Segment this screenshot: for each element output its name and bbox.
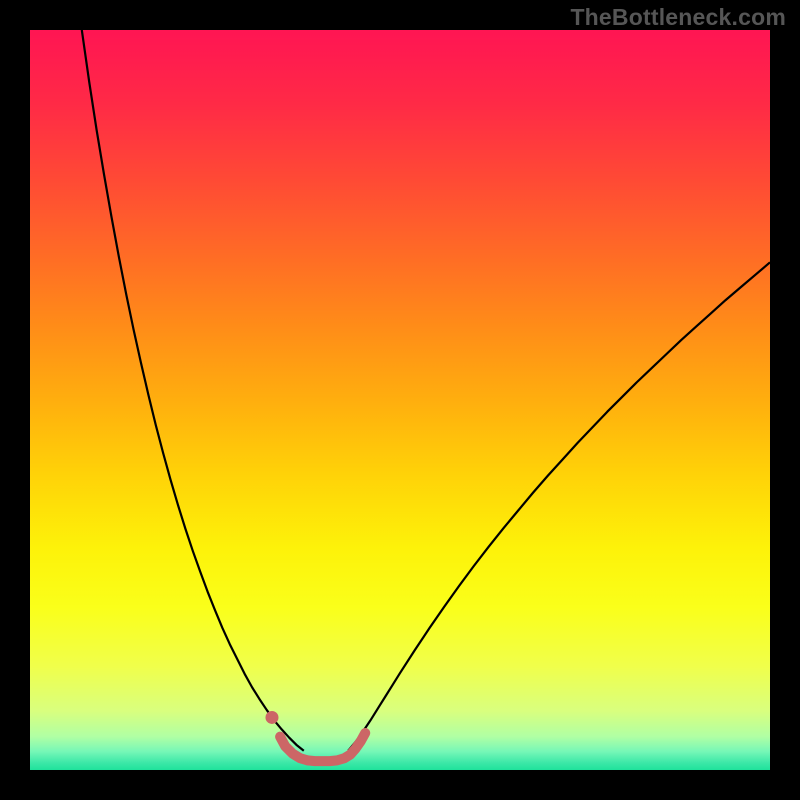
chart-frame: TheBottleneck.com: [0, 0, 800, 800]
gradient-background: [30, 30, 770, 770]
pink-dot-marker: [265, 711, 278, 724]
bottleneck-chart: [30, 30, 770, 770]
plot-area: [30, 30, 770, 770]
watermark-label: TheBottleneck.com: [570, 4, 786, 31]
